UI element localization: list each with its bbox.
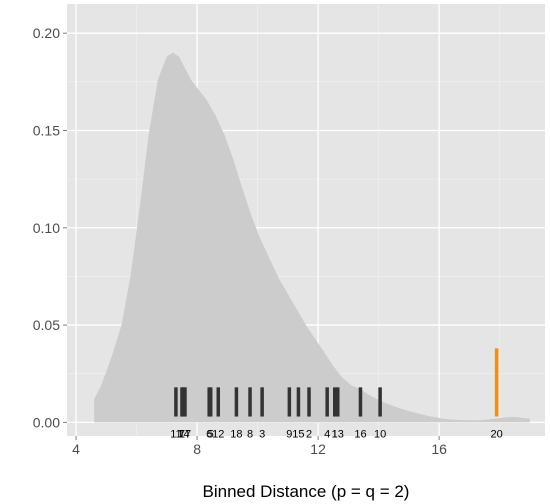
rug-label-6: 6 xyxy=(206,428,212,440)
rug-label-12: 12 xyxy=(212,428,224,440)
rug-label-1: 1 xyxy=(332,428,338,440)
y-tick-label: 0.20 xyxy=(33,25,60,41)
y-tick-label: 0.15 xyxy=(33,122,60,138)
rug-label-13: 13 xyxy=(332,428,344,440)
rug-label-2: 2 xyxy=(306,428,312,440)
highlight-label: 20 xyxy=(490,428,502,440)
density-area xyxy=(94,52,530,423)
density-area-layer xyxy=(94,52,530,423)
rug-label-14: 14 xyxy=(177,428,189,440)
rug-label-18: 18 xyxy=(230,428,242,440)
x-tick-label: 8 xyxy=(193,441,201,457)
rug-label-3: 3 xyxy=(259,428,265,440)
x-axis-title: Binned Distance (p = q = 2) xyxy=(203,482,410,501)
y-tick-label: 0.10 xyxy=(33,220,60,236)
rug-label-17: 17 xyxy=(179,428,191,440)
x-tick-label: 4 xyxy=(72,441,80,457)
axes: 4 8 12 160.000.050.100.150.20 xyxy=(33,25,447,457)
rug-label-15: 15 xyxy=(292,428,304,440)
rug-label-8: 8 xyxy=(247,428,253,440)
rug-label-7: 7 xyxy=(179,428,185,440)
x-tick-label: 12 xyxy=(310,441,326,457)
rug-label-4: 4 xyxy=(324,428,330,440)
rug-marks xyxy=(174,348,499,417)
rug-label-9: 9 xyxy=(286,428,292,440)
y-tick-label: 0.05 xyxy=(33,317,60,333)
rug-label-5: 5 xyxy=(208,428,214,440)
rug-label-10: 10 xyxy=(374,428,386,440)
rug-label-16: 16 xyxy=(354,428,366,440)
y-tick-label: 0.00 xyxy=(33,414,60,430)
rug-label-11: 11 xyxy=(170,428,181,440)
x-tick-label: 16 xyxy=(431,441,447,457)
